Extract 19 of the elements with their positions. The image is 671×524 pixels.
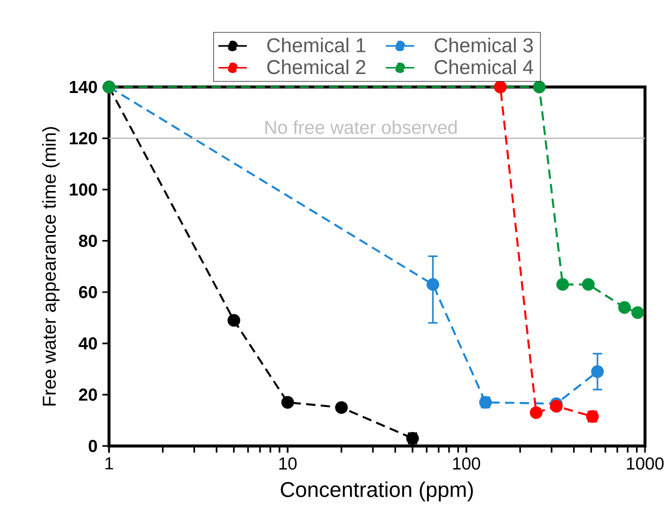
x-tick-label: 1000 xyxy=(627,457,664,470)
x-tick-label: 100 xyxy=(453,457,480,470)
y-tick-label: 100 xyxy=(70,183,97,196)
y-tick-label: 120 xyxy=(70,132,97,144)
legend-label: Chemical 2 xyxy=(267,60,366,74)
y-axis-title: Free water appearance time (min) xyxy=(42,127,60,406)
y-tick-label: 80 xyxy=(78,234,97,247)
legend-label: Chemical 3 xyxy=(434,38,533,52)
x-tick-label: 1 xyxy=(106,457,113,470)
y-tick-label: 0 xyxy=(88,440,97,452)
legend-label: Chemical 1 xyxy=(267,38,366,52)
x-tick-label: 10 xyxy=(279,457,297,470)
y-tick-label: 140 xyxy=(70,80,97,94)
y-tick-label: 60 xyxy=(79,286,97,298)
legend-label: Chemical 4 xyxy=(434,60,534,74)
x-axis-title: Concentration (ppm) xyxy=(280,481,473,502)
ref-line-label: No free water observed xyxy=(265,120,457,134)
y-tick-label: 20 xyxy=(78,388,97,401)
y-tick-label: 40 xyxy=(78,337,97,350)
